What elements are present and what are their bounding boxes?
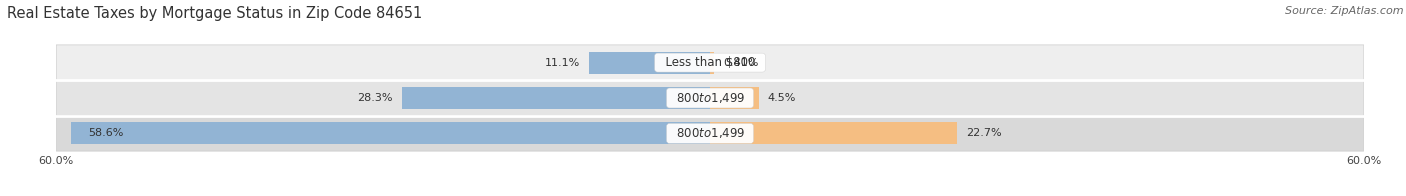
Text: 22.7%: 22.7% (966, 128, 1001, 138)
Text: $800 to $1,499: $800 to $1,499 (669, 91, 751, 105)
Text: Less than $800: Less than $800 (658, 56, 762, 69)
FancyBboxPatch shape (56, 45, 1364, 80)
Text: 4.5%: 4.5% (768, 93, 796, 103)
FancyBboxPatch shape (56, 116, 1364, 151)
Bar (710, 87, 759, 109)
FancyBboxPatch shape (56, 80, 1364, 116)
Bar (402, 87, 710, 109)
Bar (72, 122, 710, 144)
Text: 28.3%: 28.3% (357, 93, 392, 103)
Text: 0.41%: 0.41% (723, 58, 759, 68)
Bar (710, 122, 957, 144)
Text: 11.1%: 11.1% (546, 58, 581, 68)
Text: 58.6%: 58.6% (87, 128, 124, 138)
Bar (589, 52, 710, 74)
Text: Real Estate Taxes by Mortgage Status in Zip Code 84651: Real Estate Taxes by Mortgage Status in … (7, 6, 422, 21)
Text: $800 to $1,499: $800 to $1,499 (669, 126, 751, 140)
Bar (710, 52, 714, 74)
Text: Source: ZipAtlas.com: Source: ZipAtlas.com (1285, 6, 1403, 16)
